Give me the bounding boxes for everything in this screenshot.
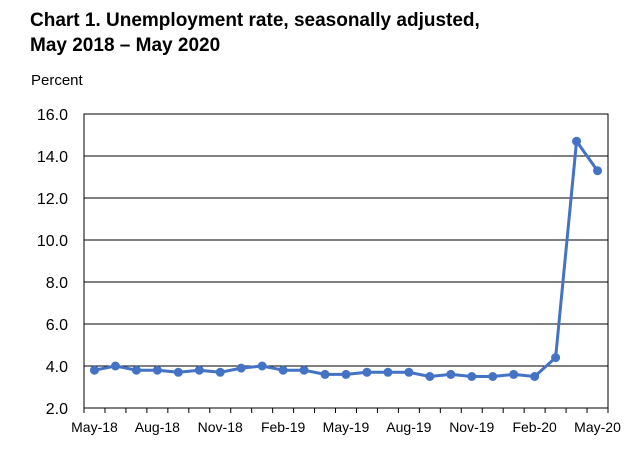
data-point [530,372,540,381]
chart-title-line-1: Chart 1. Unemployment rate, seasonally a… [30,10,480,31]
data-point [572,136,582,146]
data-point [341,369,351,379]
data-point [467,372,477,381]
data-point [110,361,120,371]
y-tick-label: 12.0 [37,191,68,208]
y-tick-label: 6.0 [46,317,68,334]
x-tick-label: Feb-20 [512,419,557,435]
data-point [257,361,267,371]
data-point [404,367,414,377]
series-layer [89,136,603,381]
data-point [278,365,288,375]
y-tick-label: 8.0 [46,275,68,292]
data-point [299,365,309,375]
data-point [152,365,162,375]
x-tick-label: May-20 [574,419,621,435]
x-tick-label: Aug-18 [135,419,180,435]
x-axis-ticks: May-18 Aug-18 Nov-18 Feb-19 May-19 Aug-19 Nov-… [71,408,621,435]
series-line [94,139,599,378]
x-tick-label: May-19 [323,419,370,435]
data-point [425,372,435,381]
data-point [509,369,519,379]
data-point [593,166,603,176]
y-axis-label: Percent [31,72,83,89]
y-tick-label: 14.0 [37,149,68,166]
data-point [362,367,372,377]
data-point [215,367,225,377]
y-tick-label: 10.0 [37,233,68,250]
data-point [320,369,330,379]
chart-title-line-2: May 2018 – May 2020 [30,35,221,56]
data-point [194,365,204,375]
data-point [236,363,246,373]
x-tick-label: Feb-19 [261,419,306,435]
data-point [131,365,141,375]
x-tick-label: Aug-19 [386,419,431,435]
data-point [551,353,561,363]
data-point [173,367,183,377]
y-tick-label: 4.0 [46,359,68,376]
y-axis-ticks: 2.0 4.0 6.0 8.0 10.0 12.0 14.0 16.0 [37,107,68,418]
y-tick-label: 16.0 [37,107,68,124]
plot-frame [83,113,609,409]
chart-title: Chart 1. Unemployment rate, seasonally a… [30,8,480,58]
x-tick-label: Nov-18 [198,419,243,435]
x-tick-label: May-18 [71,419,118,435]
gridlines [84,113,608,409]
data-point [488,372,498,381]
data-point [383,367,393,377]
y-tick-label: 2.0 [46,401,68,418]
data-point [446,369,456,379]
x-tick-label: Nov-19 [449,419,494,435]
data-point [89,365,99,375]
